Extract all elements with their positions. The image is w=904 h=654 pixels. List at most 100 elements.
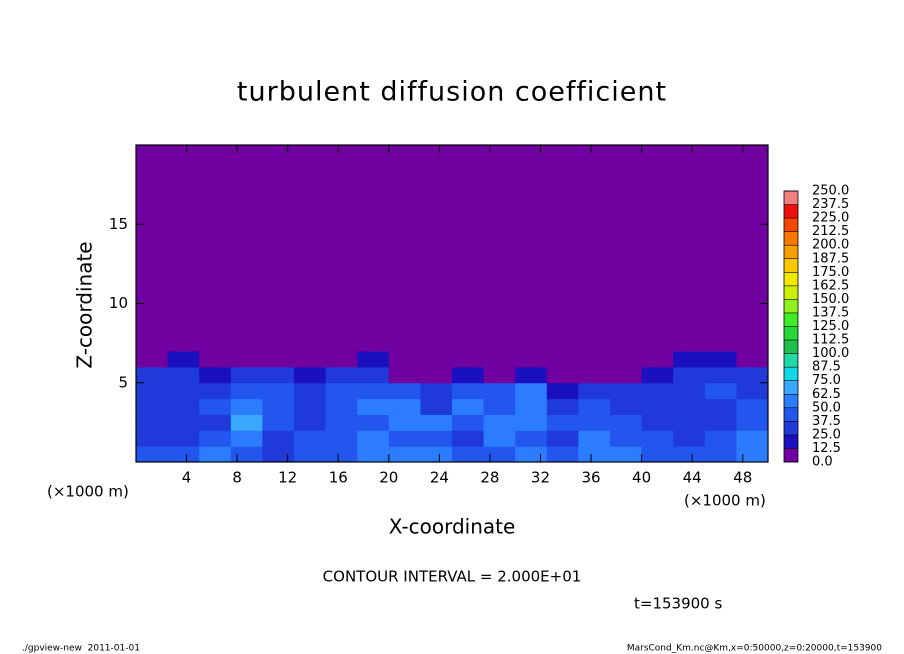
y-tick-label: 10 xyxy=(109,294,128,312)
cell xyxy=(515,382,548,400)
cell xyxy=(515,351,548,368)
cell xyxy=(483,382,516,400)
y-axis-label: Z-coordinate xyxy=(73,241,97,368)
cell xyxy=(136,382,169,400)
cell xyxy=(483,145,516,352)
cell xyxy=(136,430,169,447)
cell xyxy=(515,430,548,447)
cell xyxy=(546,366,579,384)
cell xyxy=(704,366,737,384)
cell xyxy=(230,366,263,384)
cell xyxy=(673,398,706,415)
cell xyxy=(483,414,516,431)
colorbar-swatch xyxy=(784,285,798,300)
cell xyxy=(610,414,643,431)
cell xyxy=(673,430,706,447)
x-tick-label: 16 xyxy=(329,469,348,487)
colorbar-label: 212.5 xyxy=(812,224,849,239)
cell xyxy=(388,430,421,447)
cell xyxy=(230,414,263,431)
x-tick-label: 24 xyxy=(430,469,449,487)
cell xyxy=(357,382,390,400)
cell xyxy=(199,145,232,352)
x-tick-label: 12 xyxy=(278,469,297,487)
cell xyxy=(388,414,421,431)
cell xyxy=(515,366,548,384)
colorbar-swatch xyxy=(784,353,798,368)
y-tick-label: 15 xyxy=(109,215,128,233)
colorbar-swatch xyxy=(784,434,798,449)
cell xyxy=(167,145,200,352)
colorbar-swatch xyxy=(784,407,798,422)
cell xyxy=(673,366,706,384)
cell xyxy=(515,446,548,463)
x-tick-label: 44 xyxy=(683,469,702,487)
cell xyxy=(262,351,295,368)
cell xyxy=(673,446,706,463)
cell xyxy=(294,351,327,368)
cell xyxy=(325,414,358,431)
cell xyxy=(452,145,485,352)
cell xyxy=(294,398,327,415)
cell xyxy=(736,145,769,352)
cell xyxy=(546,145,579,352)
cell xyxy=(641,382,674,400)
cell xyxy=(420,382,453,400)
cell xyxy=(736,398,769,415)
x-tick-label: 28 xyxy=(480,469,499,487)
colorbar-label: 25.0 xyxy=(812,427,841,442)
cell xyxy=(515,145,548,352)
cell xyxy=(262,430,295,447)
x-tick-label: 36 xyxy=(581,469,600,487)
cell xyxy=(452,351,485,368)
cell xyxy=(325,446,358,463)
cell xyxy=(704,398,737,415)
cell xyxy=(578,446,611,463)
cell xyxy=(420,366,453,384)
cell xyxy=(736,430,769,447)
colorbar-swatch xyxy=(784,367,798,381)
cell xyxy=(641,366,674,384)
cell xyxy=(673,145,706,352)
time-label: t=153900 s xyxy=(634,595,722,613)
cell xyxy=(578,430,611,447)
colorbar-label: 87.5 xyxy=(812,360,841,375)
colorbar-swatch xyxy=(784,326,798,341)
cell xyxy=(452,414,485,431)
cell xyxy=(546,414,579,431)
cell xyxy=(262,366,295,384)
cell xyxy=(136,398,169,415)
cell xyxy=(262,398,295,415)
colorbar-label: 200.0 xyxy=(812,238,849,253)
cell xyxy=(325,382,358,400)
cell xyxy=(736,446,769,463)
cell xyxy=(483,398,516,415)
cell xyxy=(578,351,611,368)
cell xyxy=(515,398,548,415)
colorbar-swatch xyxy=(784,421,798,435)
cell xyxy=(673,382,706,400)
chart-title: turbulent diffusion coefficient xyxy=(237,77,667,108)
cell xyxy=(483,351,516,368)
cell xyxy=(610,382,643,400)
cell xyxy=(167,398,200,415)
cell xyxy=(230,382,263,400)
cell xyxy=(483,366,516,384)
colorbar-swatch xyxy=(784,258,798,273)
cell xyxy=(704,430,737,447)
x-unit-label: (×1000 m) xyxy=(684,492,766,510)
cell xyxy=(641,446,674,463)
cell xyxy=(452,382,485,400)
cell xyxy=(167,430,200,447)
colorbar-label: 0.0 xyxy=(812,455,833,470)
cell xyxy=(357,366,390,384)
colorbar-label: 37.5 xyxy=(812,414,841,429)
cell xyxy=(420,430,453,447)
cell xyxy=(294,382,327,400)
cell xyxy=(294,414,327,431)
colorbar-swatch xyxy=(784,204,798,219)
cell xyxy=(262,414,295,431)
cell xyxy=(357,414,390,431)
cell xyxy=(578,382,611,400)
cell xyxy=(325,430,358,447)
